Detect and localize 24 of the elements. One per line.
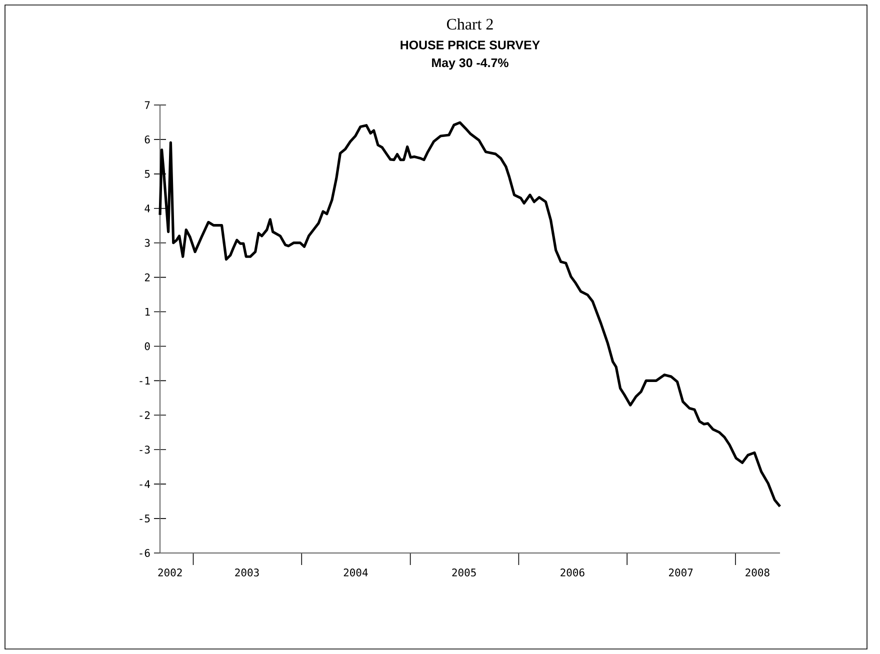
y-tick-label: -1 [140, 376, 150, 385]
x-tick-label: 2005 [452, 568, 476, 576]
y-tick-label: 1 [145, 308, 150, 316]
y-tick-label: 2 [144, 273, 150, 282]
y-tick-label: 3 [144, 238, 150, 247]
y-tick-label: -5 [140, 514, 150, 522]
y-tick-label: -4 [140, 480, 150, 488]
chart-title: Chart 2 [446, 18, 493, 30]
y-tick-label: 0 [144, 342, 150, 350]
y-tick-label: 7 [144, 101, 150, 109]
y-tick-label: -6 [140, 549, 150, 557]
x-tick-label: 2003 [235, 568, 259, 576]
y-tick-label: -2 [140, 411, 150, 420]
x-tick-label: 2004 [344, 568, 368, 576]
x-tick-label: 2008 [746, 568, 770, 576]
y-tick-label: 4 [144, 204, 150, 212]
x-tick-label: 2002 [158, 568, 182, 576]
text: May 30 -4.7% [432, 58, 508, 70]
y-tick-label: 6 [144, 136, 150, 144]
x-tick-label: 2007 [669, 568, 693, 576]
x-tick-label: 2006 [560, 568, 584, 576]
y-tick-label: 5 [144, 170, 150, 178]
y-tick-label: -3 [140, 446, 150, 454]
chart-subtitle: HOUSE PRICE SURVEY [400, 40, 540, 50]
